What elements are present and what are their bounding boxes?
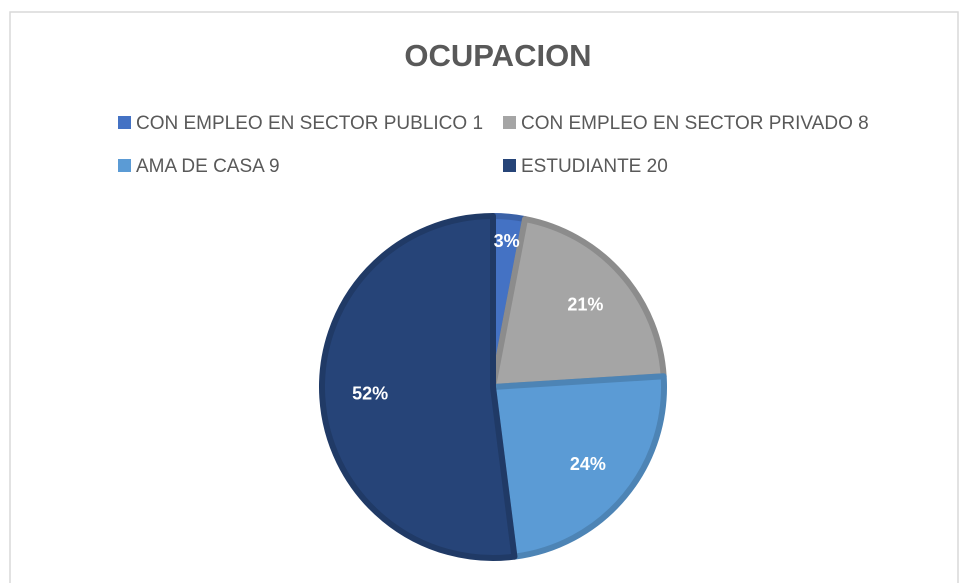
legend-swatch	[118, 159, 131, 172]
legend-label: AMA DE CASA 9	[136, 156, 280, 177]
legend-label: CON EMPLEO EN SECTOR PRIVADO 8	[521, 113, 869, 134]
legend-swatch	[118, 116, 131, 129]
data-label: 21%	[567, 294, 603, 314]
pie-slice	[319, 213, 518, 561]
legend-label: ESTUDIANTE 20	[521, 156, 668, 177]
pie-slice	[490, 373, 667, 560]
legend-swatch	[503, 159, 516, 172]
data-label: 52%	[352, 383, 388, 403]
legend-swatch	[503, 116, 516, 129]
pie-slice	[490, 216, 667, 390]
data-label: 3%	[494, 231, 520, 251]
legend-label: CON EMPLEO EN SECTOR PUBLICO 1	[136, 113, 483, 134]
chart-title: OCUPACION	[404, 38, 591, 73]
data-label: 24%	[570, 454, 606, 474]
